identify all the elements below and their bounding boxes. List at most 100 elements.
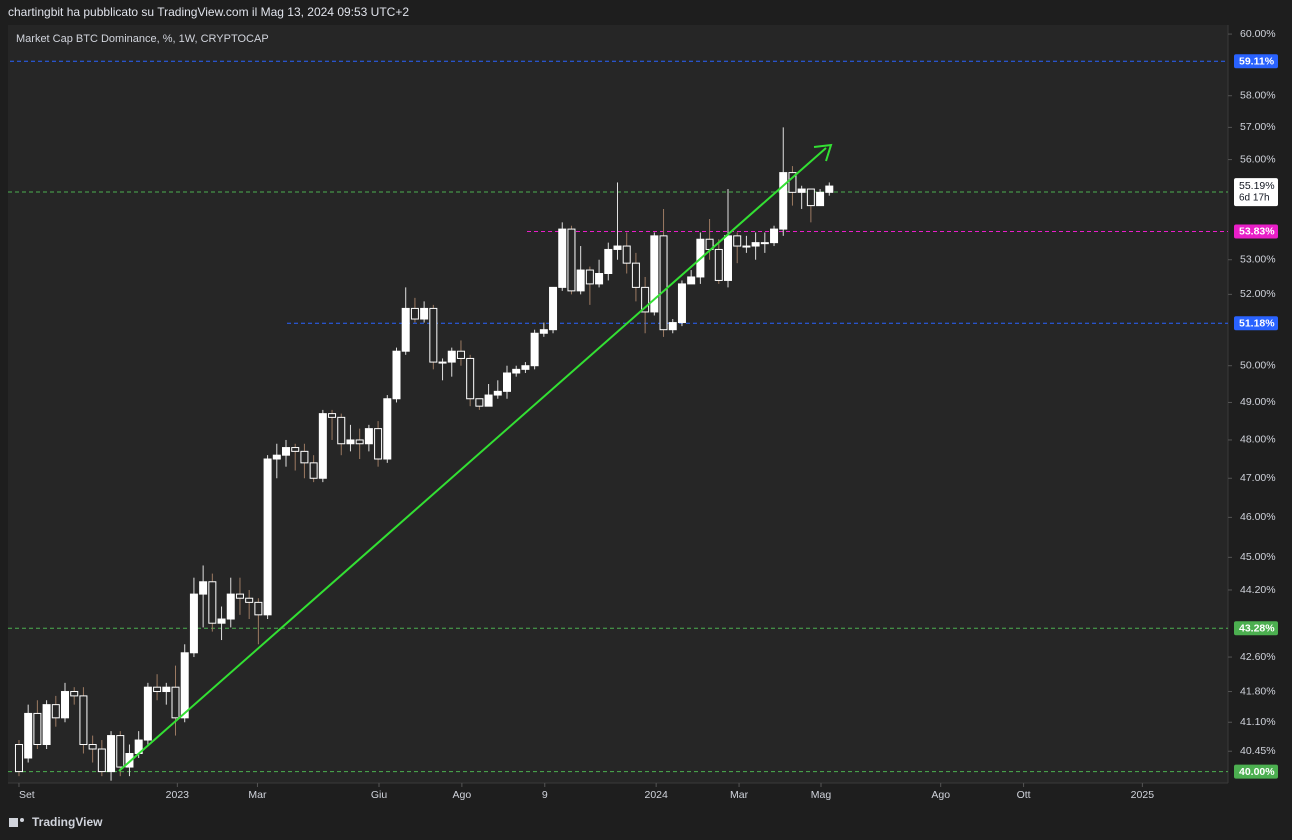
candle-body — [521, 365, 530, 370]
y-tick-label: 41.80% — [1240, 685, 1276, 697]
candle-body — [530, 332, 539, 367]
candle-body — [475, 398, 484, 407]
candle-body — [512, 368, 521, 374]
candle-body — [208, 581, 217, 624]
last-price-box — [1234, 178, 1278, 207]
y-tick-label: 52.00% — [1240, 288, 1276, 300]
y-tick-label: 53.00% — [1240, 253, 1276, 265]
candle-body — [189, 593, 198, 654]
logo-dot — [20, 818, 24, 822]
candle-body — [779, 172, 788, 230]
candle-body — [235, 593, 244, 599]
candle-body — [558, 228, 567, 288]
candle-body — [88, 744, 97, 750]
x-tick-label: 2023 — [166, 789, 190, 801]
candle-body — [300, 450, 309, 464]
candle-body — [659, 235, 668, 331]
candle-body — [677, 283, 686, 324]
candle-body — [595, 272, 604, 285]
candle-body — [493, 390, 502, 396]
y-tick-label: 42.60% — [1240, 651, 1276, 663]
candle-body — [24, 712, 33, 759]
candle-body — [806, 188, 815, 207]
candle-body — [466, 357, 475, 400]
level-label: 43.28% — [1239, 623, 1275, 635]
candle-body — [668, 322, 677, 331]
x-tick-label: Mag — [811, 789, 832, 801]
x-tick-label: Ago — [453, 789, 472, 801]
candle-body — [650, 235, 659, 313]
x-tick-label: Mar — [730, 789, 749, 801]
candle-body — [825, 185, 834, 193]
candle-body — [107, 735, 116, 773]
level-label-box — [1234, 764, 1278, 779]
x-tick-label: Set — [19, 789, 35, 801]
candle-body — [641, 286, 650, 313]
candle-body — [687, 276, 696, 285]
trend-arrow — [813, 143, 833, 162]
candle-body — [217, 618, 226, 624]
level-label-box — [1234, 316, 1278, 331]
candle-body — [355, 439, 364, 445]
candle-body — [33, 712, 42, 746]
level-label-box — [1234, 54, 1278, 69]
candle-body — [14, 744, 23, 773]
candle-body — [585, 269, 594, 285]
footer-text: TradingView — [32, 815, 103, 829]
y-tick-label: 41.10% — [1240, 716, 1276, 728]
y-tick-label: 49.00% — [1240, 396, 1276, 408]
last-price-label: 55.19% — [1239, 180, 1275, 192]
x-tick-label: Ago — [931, 789, 950, 801]
candle-body — [539, 329, 548, 334]
header: chartingbit ha pubblicato su TradingView… — [8, 5, 409, 19]
x-tick-label: 2024 — [644, 789, 668, 801]
candle-body — [180, 652, 189, 719]
x-tick-label: Mar — [248, 789, 267, 801]
level-label-box — [1234, 224, 1278, 239]
y-tick-label: 47.00% — [1240, 472, 1276, 484]
candle-body — [383, 398, 392, 460]
candle-body — [51, 704, 60, 719]
candle-body — [171, 686, 180, 719]
y-tick-label: 44.20% — [1240, 584, 1276, 596]
candle-body — [447, 350, 456, 363]
candle-body — [97, 748, 106, 773]
candle-body — [70, 691, 79, 697]
candle-body — [364, 428, 373, 445]
level-label: 40.00% — [1239, 766, 1275, 778]
candle-body — [309, 462, 318, 479]
candle-body — [254, 601, 263, 616]
x-tick-label: 2025 — [1131, 789, 1155, 801]
candle-body — [61, 691, 70, 719]
level-label: 51.18% — [1239, 318, 1275, 330]
y-tick-label: 57.00% — [1240, 121, 1276, 133]
candle-body — [723, 235, 732, 281]
candle-body — [401, 307, 410, 352]
candle-body — [328, 413, 337, 418]
candle-body — [337, 416, 346, 445]
candle-body — [613, 245, 622, 250]
candle-body — [263, 458, 272, 616]
candle-body — [503, 372, 512, 392]
y-tick-label: 60.00% — [1240, 28, 1276, 40]
candle-body — [245, 597, 254, 603]
candle-body — [549, 286, 558, 331]
candle-body — [742, 245, 751, 248]
candle-body — [631, 262, 640, 288]
candle-body — [125, 752, 134, 768]
footer-logo: TradingView — [9, 815, 103, 829]
candle-body — [410, 307, 419, 320]
y-tick-label: 56.00% — [1240, 153, 1276, 165]
plot-area — [8, 25, 1228, 783]
level-label-box — [1234, 621, 1278, 636]
y-tick-label: 46.00% — [1240, 511, 1276, 523]
candle-body — [751, 242, 760, 247]
candle-body — [226, 593, 235, 620]
countdown-label: 6d 17h — [1239, 193, 1270, 204]
candle-body — [282, 447, 291, 456]
y-tick-label: 40.45% — [1240, 745, 1276, 757]
candle-body — [291, 447, 300, 452]
candle-body — [143, 686, 152, 741]
y-tick-label: 45.00% — [1240, 551, 1276, 563]
